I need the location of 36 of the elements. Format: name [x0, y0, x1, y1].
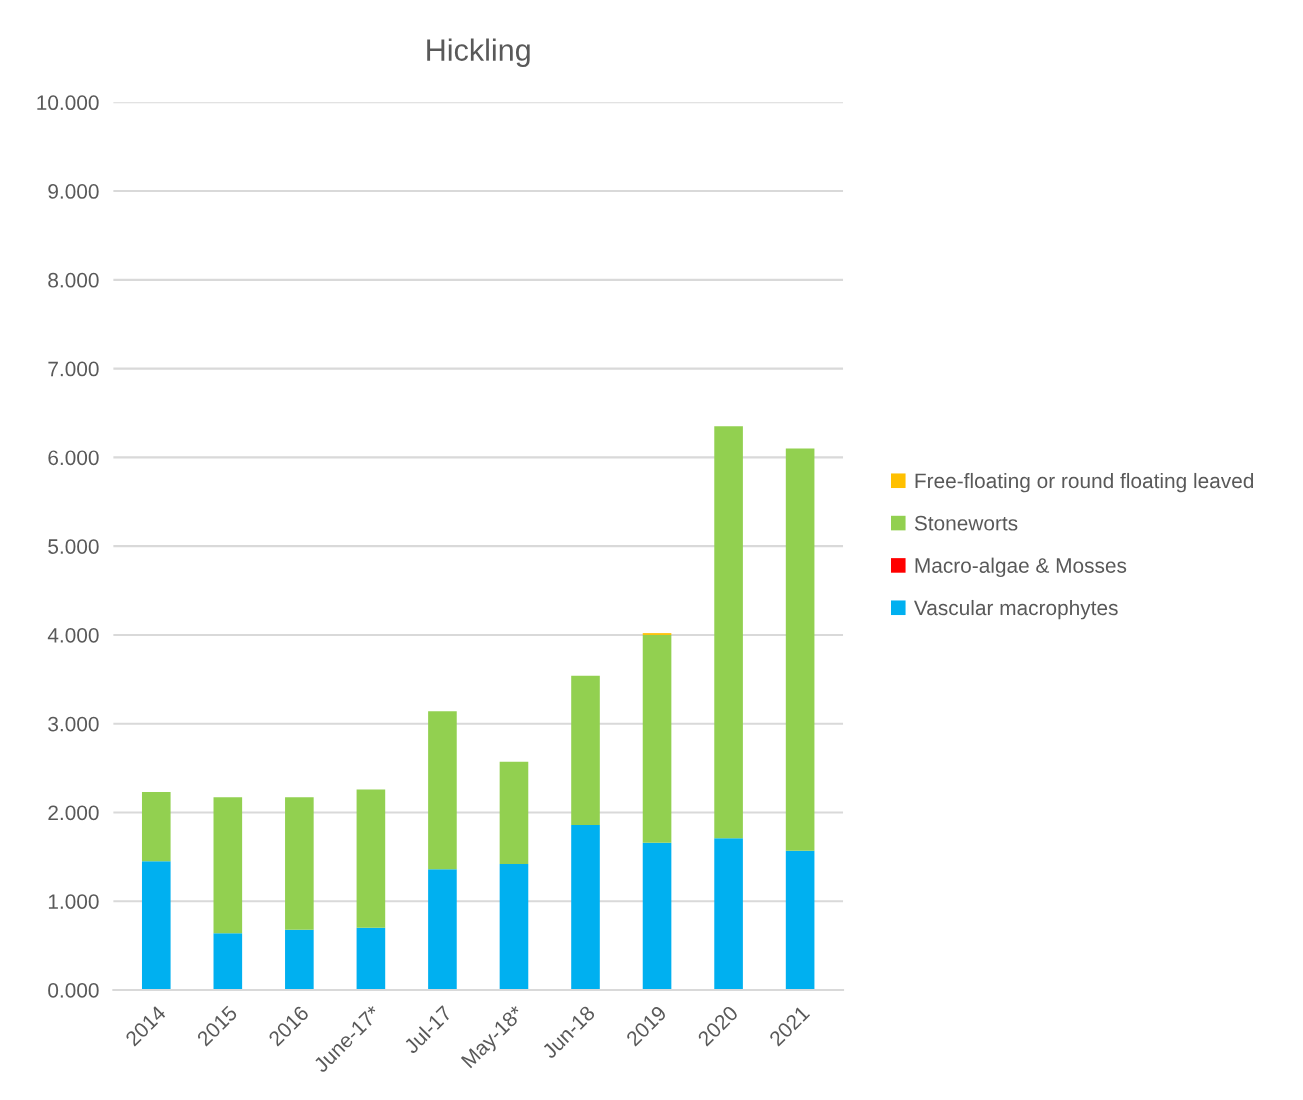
legend-label: Free-floating or round floating leaved [915, 472, 1254, 493]
bar [428, 711, 457, 870]
bar [642, 634, 672, 843]
chart-title: Hickling [427, 38, 530, 67]
y-tick-label: 2.000 [48, 805, 99, 821]
y-tick-label: 8.000 [48, 272, 99, 288]
bar [571, 824, 600, 990]
bar [213, 933, 243, 990]
bar [141, 861, 171, 990]
bar [141, 792, 171, 862]
y-tick-label: 9.000 [48, 184, 99, 199]
y-tick-label: 3.000 [48, 716, 99, 732]
bar [428, 869, 457, 990]
bar [714, 426, 743, 839]
y-tick-label: 0.000 [48, 983, 99, 998]
bar [785, 850, 815, 990]
legend-label: Macro-algae & Mosses [915, 557, 1127, 578]
bar [356, 789, 386, 928]
bar [285, 797, 314, 930]
y-tick-label: 4.000 [47, 627, 99, 643]
bar [356, 927, 386, 990]
bar [571, 675, 600, 825]
bar [785, 448, 815, 851]
bar [499, 863, 529, 990]
y-tick-label: 10.000 [37, 95, 99, 111]
legend-label: Stoneworts [914, 515, 1018, 531]
y-tick-label: 6.000 [48, 450, 99, 466]
bar [499, 761, 529, 864]
y-tick-label: 7.000 [48, 361, 99, 377]
y-tick-label: 5.000 [48, 539, 99, 554]
bar [213, 797, 243, 934]
bar [642, 842, 672, 990]
y-tick-label: 1.000 [48, 894, 99, 909]
bar [285, 929, 314, 990]
legend-label: Vascular macrophytes [913, 599, 1118, 620]
bar [714, 838, 743, 990]
